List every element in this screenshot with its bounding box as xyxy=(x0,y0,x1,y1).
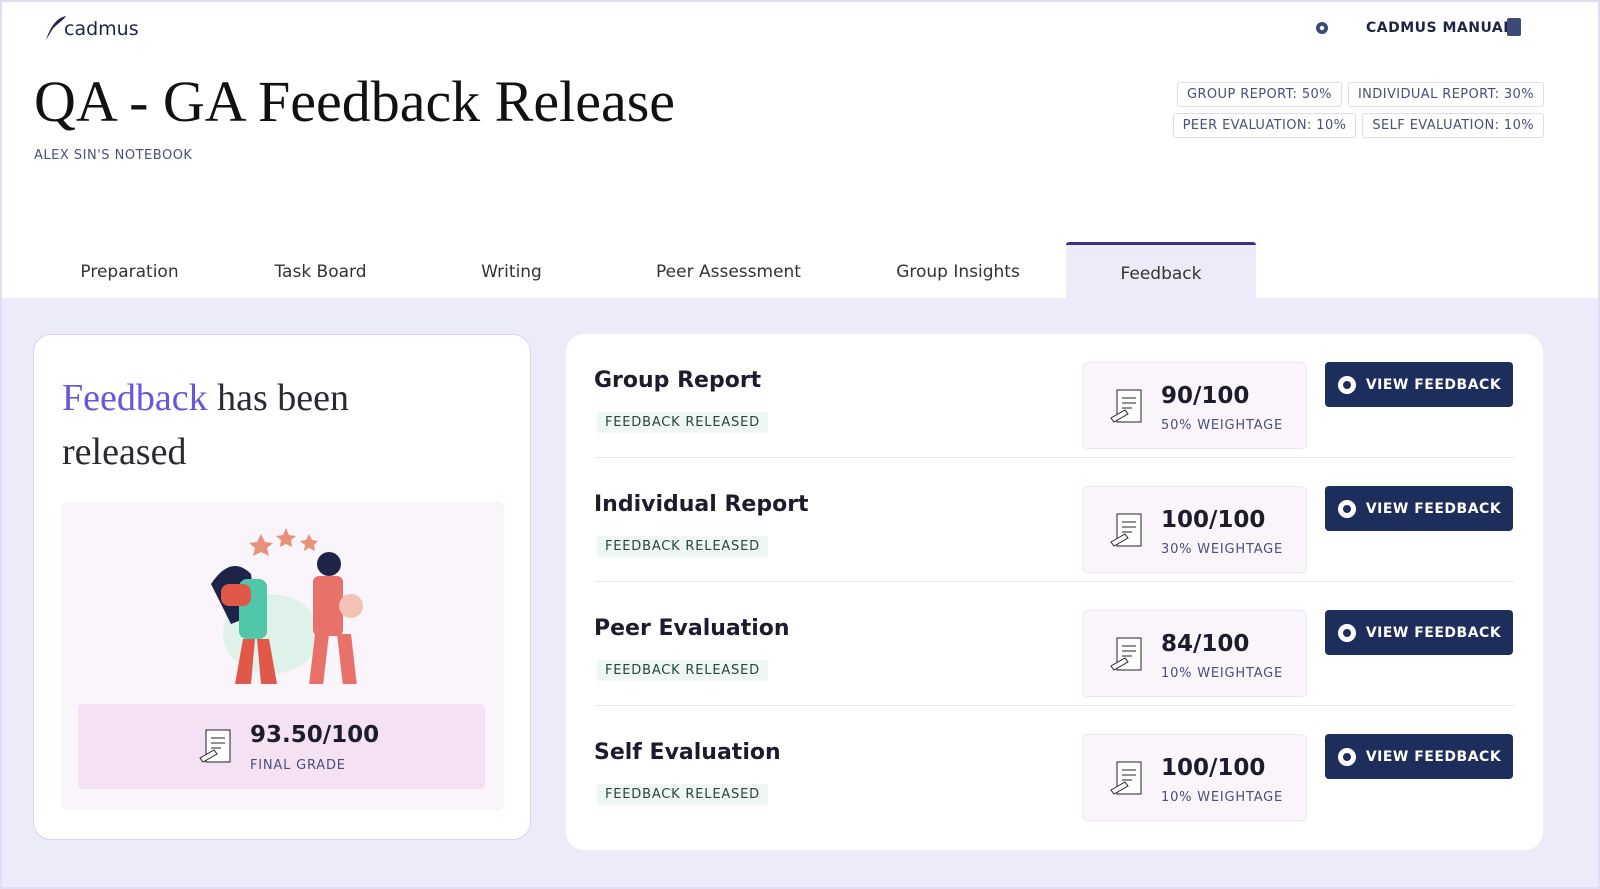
score-box: 90/100 50% WEIGHTAGE xyxy=(1082,362,1307,449)
status-badge: FEEDBACK RELEASED xyxy=(597,536,768,557)
tab[interactable]: Preparation xyxy=(80,262,179,282)
header: cadmus CADMUS MANUAL QA - GA Feedback Re… xyxy=(2,2,1598,300)
doc-icon xyxy=(1110,513,1142,547)
doc-icon xyxy=(1110,389,1142,423)
heading-text: has been released xyxy=(62,377,349,473)
weights: GROUP REPORT: 50% INDIVIDUAL REPORT: 30% P… xyxy=(1164,82,1544,138)
score-box: 100/100 10% WEIGHTAGE xyxy=(1082,734,1307,821)
feedback-list: Group Report FEEDBACK RELEASED 90/100 50% W… xyxy=(566,334,1543,850)
button-label: VIEW FEEDBACK xyxy=(1365,500,1502,517)
tab[interactable]: Peer Assessment xyxy=(656,262,801,282)
score: 100/100 xyxy=(1161,507,1266,533)
weight-badge: INDIVIDUAL REPORT: 30% xyxy=(1347,82,1544,107)
score-box: 100/100 30% WEIGHTAGE xyxy=(1082,486,1307,573)
view-feedback-button[interactable]: VIEW FEEDBACK xyxy=(1325,734,1513,779)
final-grade: 93.50/100 FINAL GRADE xyxy=(78,704,485,789)
tab[interactable]: Task Board xyxy=(274,262,367,282)
score: 84/100 xyxy=(1161,631,1250,657)
weight-badge: GROUP REPORT: 50% xyxy=(1176,82,1342,107)
weightage: 10% WEIGHTAGE xyxy=(1161,790,1284,805)
page-title: QA - GA Feedback Release xyxy=(34,69,676,134)
weight-badge: PEER EVALUATION: 10% xyxy=(1172,113,1357,138)
manual-icon xyxy=(1507,18,1521,36)
item-name: Group Report xyxy=(594,368,762,393)
score-box: 84/100 10% WEIGHTAGE xyxy=(1082,610,1307,697)
summary-heading: Feedback has been released xyxy=(62,371,422,479)
summary-card: Feedback has been released 93.50/100 FIN… xyxy=(33,334,531,840)
subtitle: ALEX SIN'S NOTEBOOK xyxy=(34,148,193,163)
status-badge: FEEDBACK RELEASED xyxy=(597,660,768,681)
item-name: Individual Report xyxy=(594,492,809,517)
doc-icon xyxy=(199,729,231,763)
score: 100/100 xyxy=(1161,755,1266,781)
eye-icon xyxy=(1337,747,1356,766)
doc-icon xyxy=(1110,637,1142,671)
feedback-row: Self Evaluation FEEDBACK RELEASED 100/100 1… xyxy=(594,706,1514,830)
eye-icon xyxy=(1337,499,1356,518)
button-label: VIEW FEEDBACK xyxy=(1365,624,1502,641)
weightage: 50% WEIGHTAGE xyxy=(1161,418,1284,433)
illustration-panel: 93.50/100 FINAL GRADE xyxy=(61,502,504,810)
final-score: 93.50/100 xyxy=(250,722,380,748)
weightage: 30% WEIGHTAGE xyxy=(1161,542,1284,557)
score: 90/100 xyxy=(1161,383,1250,409)
feedback-row: Individual Report FEEDBACK RELEASED 100/10… xyxy=(594,458,1514,582)
weightage: 10% WEIGHTAGE xyxy=(1161,666,1284,681)
button-label: VIEW FEEDBACK xyxy=(1365,748,1502,765)
manual-link[interactable]: CADMUS MANUAL xyxy=(1366,20,1513,36)
view-feedback-button[interactable]: VIEW FEEDBACK xyxy=(1325,486,1513,531)
tab[interactable]: Writing xyxy=(481,262,542,282)
final-label: FINAL GRADE xyxy=(250,758,346,773)
settings-icon[interactable] xyxy=(1314,20,1330,36)
status-badge: FEEDBACK RELEASED xyxy=(597,784,768,805)
view-feedback-button[interactable]: VIEW FEEDBACK xyxy=(1325,362,1513,407)
heading-accent: Feedback xyxy=(62,377,208,419)
item-name: Self Evaluation xyxy=(594,740,781,765)
status-badge: FEEDBACK RELEASED xyxy=(597,412,768,433)
eye-icon xyxy=(1337,623,1356,642)
feedback-row: Group Report FEEDBACK RELEASED 90/100 50% W… xyxy=(594,334,1514,458)
weight-badge: SELF EVALUATION: 10% xyxy=(1362,113,1544,138)
illustration xyxy=(211,528,363,684)
tab[interactable]: Feedback xyxy=(1066,242,1256,300)
logo-icon xyxy=(46,16,66,40)
tab[interactable]: Group Insights xyxy=(896,262,1020,282)
doc-icon xyxy=(1110,761,1142,795)
view-feedback-button[interactable]: VIEW FEEDBACK xyxy=(1325,610,1513,655)
item-name: Peer Evaluation xyxy=(594,616,790,641)
eye-icon xyxy=(1337,375,1356,394)
button-label: VIEW FEEDBACK xyxy=(1365,376,1502,393)
feedback-row: Peer Evaluation FEEDBACK RELEASED 84/100 10… xyxy=(594,582,1514,706)
tabs: Preparation Task Board Writing Peer Assessm… xyxy=(34,242,1256,300)
logo[interactable]: cadmus xyxy=(64,18,139,40)
